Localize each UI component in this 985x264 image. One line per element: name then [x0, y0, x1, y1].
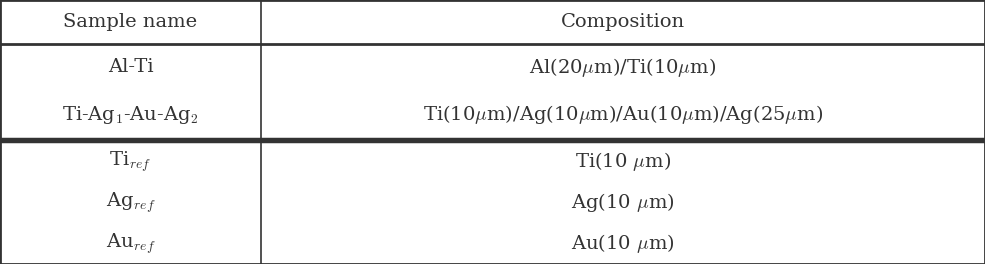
Text: Ag(10 $\mu$m): Ag(10 $\mu$m)	[571, 191, 675, 214]
Text: Au(10 $\mu$m): Au(10 $\mu$m)	[571, 232, 675, 255]
Text: Ti$_{ref}$: Ti$_{ref}$	[109, 149, 152, 173]
Text: Sample name: Sample name	[63, 13, 198, 31]
Text: Ti-Ag$_1$-Au-Ag$_2$: Ti-Ag$_1$-Au-Ag$_2$	[62, 104, 199, 126]
Text: Ti(10$\mu$m)/Ag(10$\mu$m)/Au(10$\mu$m)/Ag(25$\mu$m): Ti(10$\mu$m)/Ag(10$\mu$m)/Au(10$\mu$m)/A…	[423, 103, 823, 126]
Text: Ti(10 $\mu$m): Ti(10 $\mu$m)	[575, 150, 671, 173]
Text: Ag$_{ref}$: Ag$_{ref}$	[105, 190, 156, 215]
Text: Composition: Composition	[560, 13, 686, 31]
Text: Au$_{ref}$: Au$_{ref}$	[105, 231, 156, 256]
Text: Al(20$\mu$m)/Ti(10$\mu$m): Al(20$\mu$m)/Ti(10$\mu$m)	[530, 56, 716, 79]
Text: Al-Ti: Al-Ti	[107, 58, 154, 76]
